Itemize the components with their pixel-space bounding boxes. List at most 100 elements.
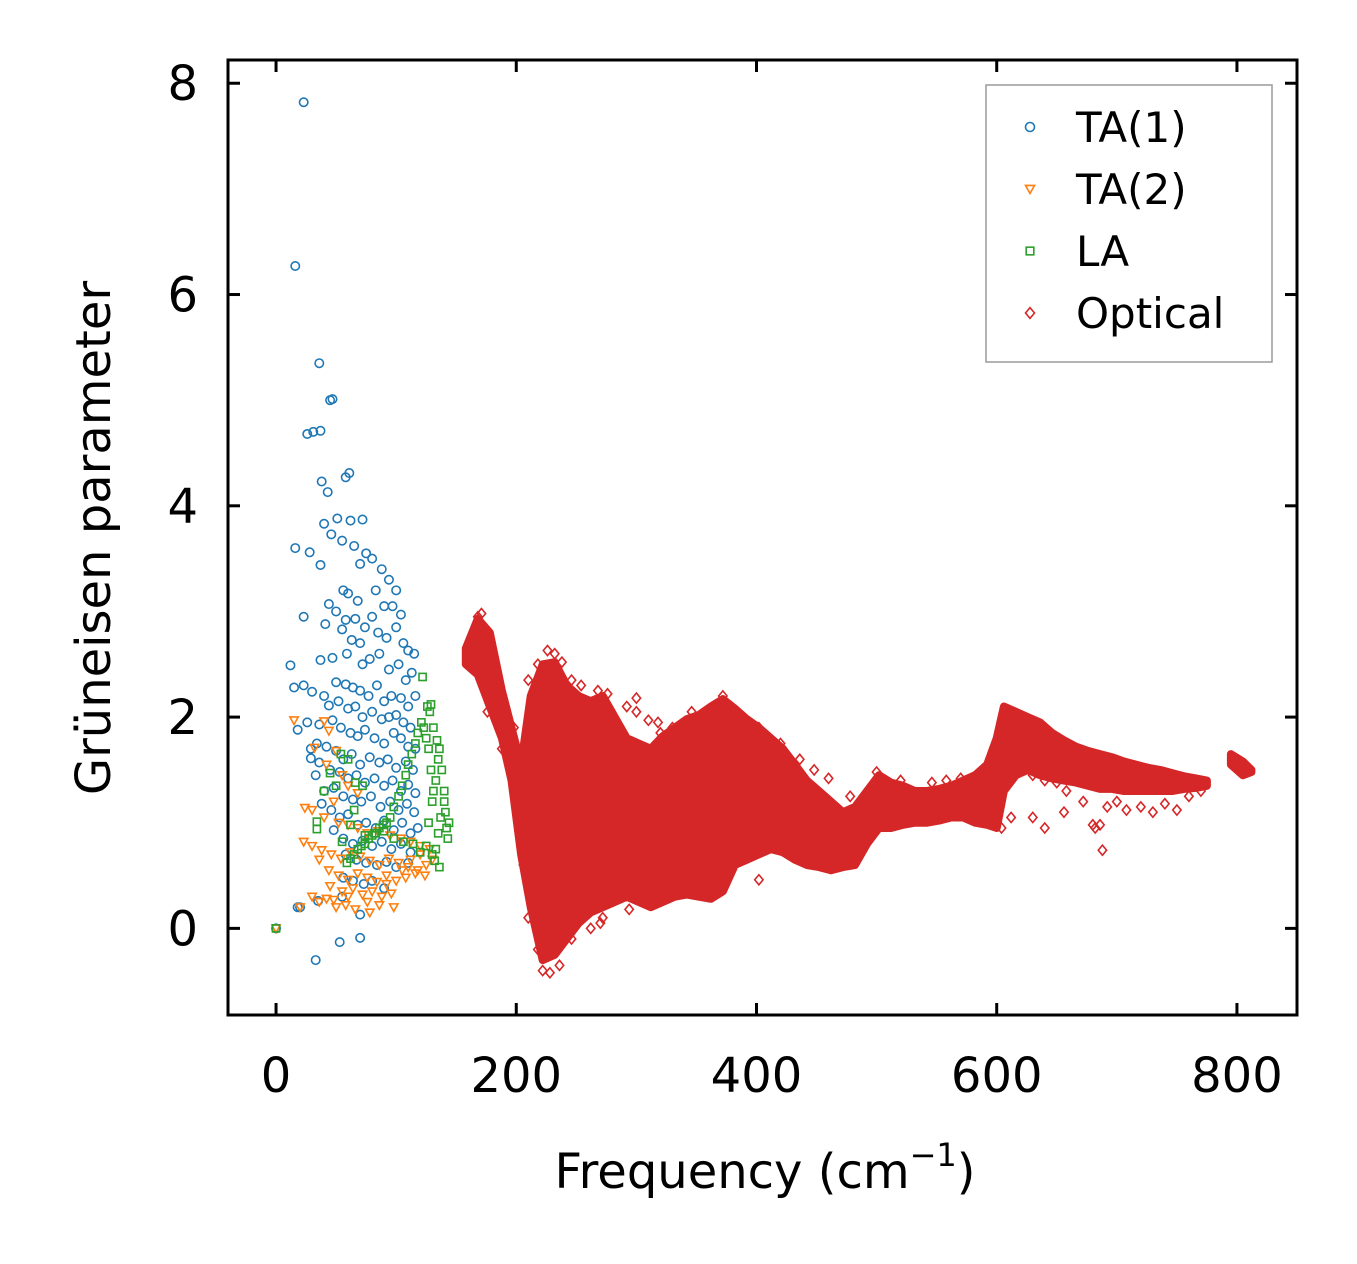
ta-1-point bbox=[374, 648, 385, 659]
ta-1-point bbox=[370, 585, 381, 596]
ta-1-point bbox=[316, 476, 327, 487]
ta-2-point bbox=[361, 897, 373, 908]
ta-2-point bbox=[325, 850, 337, 861]
x-tick-label: 0 bbox=[261, 1048, 292, 1104]
ta-1-point bbox=[355, 932, 366, 943]
la-point bbox=[433, 828, 443, 838]
la-point bbox=[436, 813, 445, 822]
ta-1-point bbox=[355, 759, 366, 770]
la-point bbox=[401, 770, 411, 780]
ta-2-point bbox=[298, 837, 310, 848]
ta-2-point bbox=[330, 746, 342, 757]
ta-1-point bbox=[369, 773, 380, 784]
ta-2-point bbox=[294, 903, 306, 914]
ta-1-point bbox=[310, 770, 321, 781]
ta-1-point bbox=[320, 619, 331, 630]
ta-1-point bbox=[343, 588, 354, 599]
ta-2-point bbox=[330, 903, 342, 914]
ta-1-point bbox=[405, 722, 416, 733]
optical-point bbox=[1065, 772, 1077, 785]
ta-2-point bbox=[380, 879, 393, 890]
optical-point bbox=[1061, 784, 1072, 798]
la-point bbox=[439, 786, 449, 796]
ta-1-point bbox=[327, 394, 338, 405]
optical-point bbox=[753, 721, 765, 734]
legend: TA(1) TA(2) LA Optical bbox=[985, 84, 1273, 363]
optical-point bbox=[667, 721, 678, 734]
la-point bbox=[349, 805, 359, 815]
ta-1-point bbox=[386, 690, 397, 701]
y-tick-label: 6 bbox=[167, 268, 198, 324]
optical-point bbox=[523, 911, 534, 925]
la-point bbox=[337, 837, 347, 847]
ta-1-point bbox=[355, 638, 366, 649]
optical-point bbox=[597, 911, 608, 925]
ta-2-point bbox=[396, 866, 408, 877]
optical-point bbox=[476, 607, 487, 620]
la-point bbox=[443, 834, 453, 843]
la-point bbox=[441, 807, 450, 817]
ta-1-point bbox=[398, 717, 409, 728]
ta-2-point bbox=[352, 788, 364, 799]
optical-point bbox=[1039, 821, 1051, 835]
ta-1-point bbox=[344, 468, 355, 479]
ta-2-point bbox=[409, 869, 421, 880]
optical-point bbox=[808, 763, 820, 777]
ta-1-point bbox=[409, 807, 420, 818]
ta-2-point bbox=[320, 894, 333, 905]
ta-1-point bbox=[395, 786, 406, 797]
la-point bbox=[336, 749, 346, 759]
la-point bbox=[426, 765, 436, 775]
optical-point bbox=[595, 916, 606, 930]
la-point bbox=[437, 765, 447, 775]
la-point bbox=[407, 749, 417, 759]
optical-band-main bbox=[461, 614, 1211, 965]
ta-1-point bbox=[350, 701, 361, 712]
ta-2-point bbox=[323, 866, 335, 877]
ta-1-point bbox=[355, 909, 366, 920]
ta-1-point bbox=[337, 535, 348, 546]
la-point bbox=[411, 739, 420, 748]
ta-2-point bbox=[342, 892, 354, 903]
ta-2-point bbox=[420, 860, 432, 871]
optical-point bbox=[621, 700, 633, 713]
la-point bbox=[389, 802, 399, 812]
optical-point bbox=[655, 726, 666, 740]
ta-1-point bbox=[315, 559, 326, 570]
ta-1-point bbox=[388, 727, 399, 738]
legend-marker-square bbox=[1025, 246, 1035, 256]
ta-1-point bbox=[357, 659, 368, 670]
legend-label: TA(2) bbox=[1075, 165, 1187, 214]
la-point bbox=[403, 760, 413, 769]
optical-point bbox=[1195, 784, 1207, 798]
ta-1-point bbox=[371, 680, 382, 691]
optical-point bbox=[823, 772, 834, 785]
optical-point bbox=[686, 705, 697, 719]
y-tick-label: 4 bbox=[167, 479, 198, 535]
optical-point bbox=[566, 932, 577, 946]
ta-2-point bbox=[316, 846, 328, 857]
ta-1-point bbox=[383, 574, 394, 585]
optical-point bbox=[592, 684, 604, 697]
ta-1-point bbox=[292, 724, 303, 735]
ta-1-point bbox=[302, 717, 313, 728]
ta-2-point bbox=[356, 890, 369, 901]
ta-1-point bbox=[345, 515, 356, 526]
optical-point bbox=[1135, 800, 1147, 814]
ta-2-point bbox=[400, 873, 412, 884]
ta-2-point bbox=[288, 716, 300, 727]
ta-2-point bbox=[344, 848, 357, 859]
legend-frame bbox=[985, 84, 1273, 363]
ta-1-point bbox=[307, 686, 318, 697]
ta-1-point bbox=[319, 690, 330, 701]
optical-point bbox=[542, 644, 553, 657]
la-point bbox=[432, 735, 442, 745]
optical-point bbox=[1101, 800, 1113, 814]
ta-1-point bbox=[375, 801, 386, 812]
optical-point bbox=[736, 716, 748, 729]
x-axis-label-superscript: −1 bbox=[910, 1136, 957, 1174]
optical-point bbox=[602, 687, 613, 701]
ta-2-point bbox=[349, 905, 361, 916]
ta-1-point bbox=[403, 701, 414, 712]
y-tick-label: 8 bbox=[167, 56, 198, 112]
